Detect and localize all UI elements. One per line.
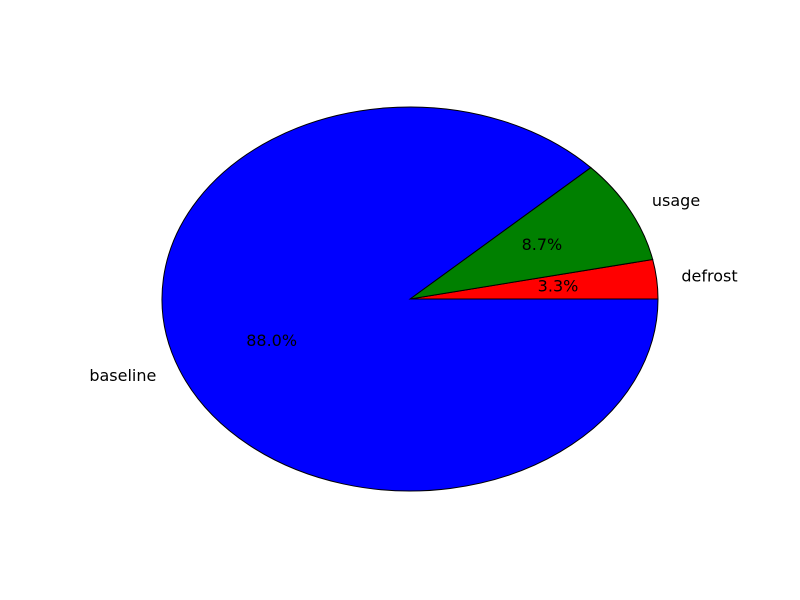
- slice-label-usage: usage: [652, 191, 700, 210]
- slice-percent-defrost: 3.3%: [538, 277, 579, 296]
- pie-slice-usage: [409, 166, 654, 300]
- slice-label-baseline: baseline: [89, 366, 156, 385]
- pie-slice-baseline: [161, 106, 659, 492]
- slice-percent-usage: 8.7%: [522, 235, 563, 254]
- slice-percent-baseline: 88.0%: [246, 331, 297, 350]
- slice-label-defrost: defrost: [681, 267, 737, 286]
